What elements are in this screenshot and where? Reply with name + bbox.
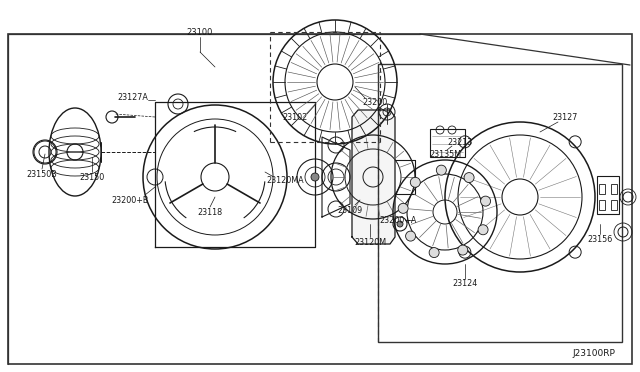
Text: 23100: 23100 — [187, 28, 213, 36]
Text: 23118: 23118 — [197, 208, 223, 217]
Text: J23100RP: J23100RP — [572, 350, 615, 359]
Circle shape — [436, 165, 446, 175]
Text: 23120MA: 23120MA — [266, 176, 304, 185]
Bar — [597, 176, 619, 214]
Circle shape — [397, 221, 403, 227]
Circle shape — [311, 173, 319, 181]
Text: 23109: 23109 — [337, 205, 363, 215]
Text: 23120M: 23120M — [354, 237, 386, 247]
Circle shape — [478, 225, 488, 235]
Circle shape — [458, 245, 468, 255]
Text: 23213: 23213 — [447, 138, 472, 147]
Circle shape — [406, 231, 415, 241]
Bar — [599, 200, 605, 210]
Text: 23200+B: 23200+B — [111, 196, 148, 205]
Text: 23200: 23200 — [362, 97, 388, 106]
Circle shape — [464, 173, 474, 183]
Bar — [8, 34, 632, 364]
Text: 23124: 23124 — [452, 279, 477, 289]
Text: 23127: 23127 — [552, 112, 578, 122]
Text: 23102: 23102 — [282, 112, 308, 122]
Circle shape — [429, 248, 439, 257]
Bar — [611, 200, 617, 210]
Text: 23135M: 23135M — [429, 150, 461, 158]
Bar — [430, 129, 465, 157]
Text: 23200+A: 23200+A — [380, 215, 417, 224]
Bar — [611, 184, 617, 194]
Polygon shape — [352, 110, 395, 244]
Text: 23150: 23150 — [79, 173, 104, 182]
Circle shape — [398, 203, 408, 213]
Text: 23127A: 23127A — [118, 93, 148, 102]
Text: 23150B: 23150B — [27, 170, 58, 179]
Text: 23156: 23156 — [588, 234, 612, 244]
Bar — [599, 184, 605, 194]
Circle shape — [410, 177, 420, 187]
Bar — [378, 64, 622, 342]
Circle shape — [481, 196, 491, 206]
